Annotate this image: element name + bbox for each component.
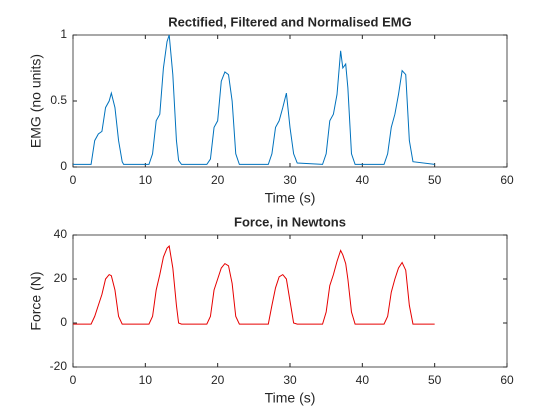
x-tick-label: 10	[139, 173, 153, 187]
x-tick-label: 30	[283, 173, 297, 187]
x-tick-label: 20	[211, 173, 225, 187]
data-line	[73, 244, 435, 325]
x-tick-label: 0	[70, 373, 77, 387]
y-axis-label: EMG (no units)	[28, 54, 44, 148]
y-tick-label: 0.5	[50, 93, 67, 107]
x-tick-label: 0	[70, 173, 77, 187]
x-tick-label: 50	[428, 373, 442, 387]
y-tick-label: -20	[50, 359, 68, 373]
x-tick-label: 50	[428, 173, 442, 187]
x-axis-label: Time (s)	[265, 190, 316, 206]
chart-title: Rectified, Filtered and Normalised EMG	[168, 14, 411, 29]
data-line	[73, 34, 435, 165]
x-tick-label: 60	[500, 373, 514, 387]
y-axis-label: Force (N)	[28, 271, 44, 330]
y-tick-label: 20	[54, 271, 68, 285]
y-tick-label: 0	[60, 315, 67, 329]
x-tick-label: 20	[211, 373, 225, 387]
x-tick-label: 40	[356, 373, 370, 387]
y-tick-label: 1	[60, 27, 67, 41]
x-tick-label: 10	[139, 373, 153, 387]
x-axis-label: Time (s)	[265, 390, 316, 406]
y-tick-label: 0	[60, 159, 67, 173]
y-tick-label: 40	[54, 227, 68, 241]
x-tick-label: 40	[356, 173, 370, 187]
chart-title: Force, in Newtons	[234, 214, 346, 229]
x-tick-label: 60	[500, 173, 514, 187]
x-tick-label: 30	[283, 373, 297, 387]
plot-area	[72, 34, 508, 168]
